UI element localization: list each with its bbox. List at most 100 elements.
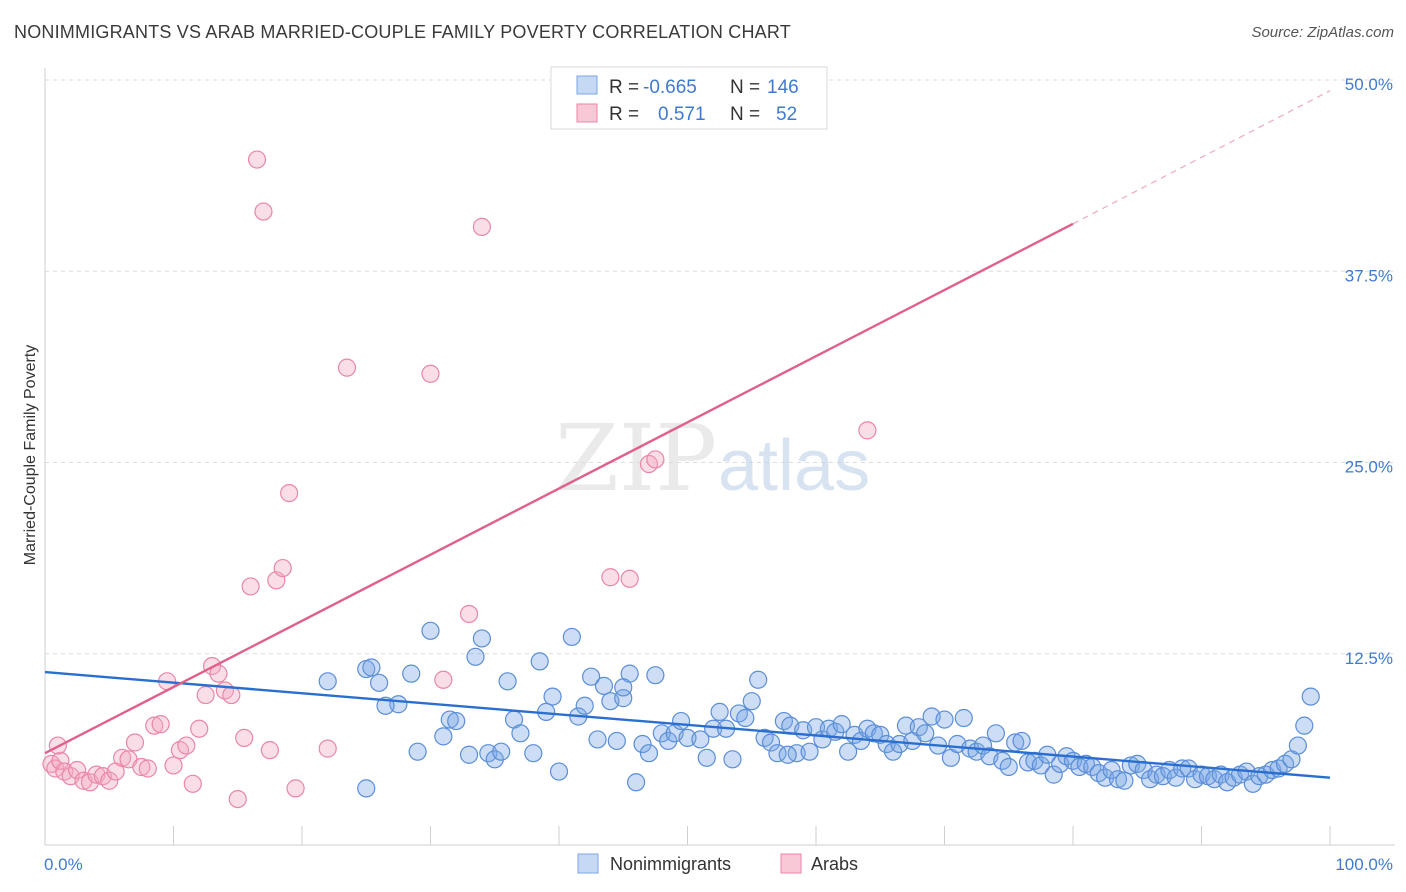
nonimmigrants-point-133 — [1275, 754, 1295, 774]
nonimmigrants-point-16 — [492, 742, 511, 761]
arabs-point-22 — [177, 736, 196, 755]
nonimmigrants-point-135 — [1288, 736, 1307, 755]
nonimmigrants-point-64 — [832, 715, 851, 734]
nonimmigrants-point-50 — [742, 692, 761, 711]
arabs-point-39 — [286, 779, 305, 798]
arabs-point-10 — [100, 771, 119, 790]
nonimmigrants-point-28 — [582, 667, 601, 686]
arabs-point-47 — [620, 569, 639, 588]
legend-swatch-arabs — [576, 103, 598, 123]
nonimmigrants-point-65 — [839, 742, 858, 761]
nonimmigrants-point-33 — [614, 689, 633, 708]
arabs-point-48 — [639, 454, 659, 474]
arabs-point-37 — [273, 558, 292, 578]
nonimmigrants-point-140 — [723, 750, 742, 769]
legend-n-value-2: 52 — [776, 104, 797, 125]
arabs-point-40 — [318, 739, 337, 758]
arabs-point-5 — [68, 760, 87, 780]
nonimmigrants-point-13 — [472, 629, 491, 648]
arabs-point-24 — [190, 719, 209, 738]
y-tick-label-3: 50.0% — [1345, 75, 1393, 94]
arabs-point-12 — [112, 748, 132, 767]
arabs-point-33 — [247, 150, 267, 169]
bottom-legend-swatch-arabs — [780, 853, 802, 874]
bottom-legend-swatch-nonimmigrants — [577, 853, 599, 874]
arabs-trend-line — [44, 222, 1074, 755]
legend-r-value-1: -0.665 — [643, 77, 697, 98]
nonimmigrants-point-44 — [697, 748, 716, 767]
source-credit: Source: ZipAtlas.com — [1251, 24, 1394, 41]
nonimmigrants-point-116 — [1166, 768, 1185, 787]
nonimmigrants-point-55 — [774, 711, 793, 731]
arabs-trend-extension — [1072, 90, 1331, 225]
nonimmigrants-point-139 — [614, 678, 633, 697]
arabs-point-17 — [145, 716, 164, 735]
top-legend: R = -0.665 N = 146 R = 0.571 N = 52 — [550, 66, 828, 130]
arabs-point-23 — [183, 774, 202, 793]
arabs-point-18 — [151, 715, 170, 734]
nonimmigrants-point-48 — [729, 704, 749, 723]
x-tick-labels: 0.0% 100.0% — [44, 855, 1393, 874]
nonimmigrants-point-83 — [954, 708, 973, 728]
nonimmigrants-point-80 — [935, 710, 954, 729]
nonimmigrants-point-59 — [800, 742, 819, 761]
arabs-point-35 — [260, 741, 279, 760]
arabs-point-41 — [337, 358, 357, 377]
arabs-point-20 — [164, 756, 183, 775]
arabs-point-44 — [459, 604, 479, 624]
nonimmigrants-point-69 — [864, 724, 883, 743]
nonimmigrants-point-49 — [736, 708, 755, 728]
nonimmigrants-point-136 — [1295, 716, 1314, 735]
axes — [44, 68, 1395, 846]
nonimmigrants-point-37 — [646, 666, 665, 685]
nonimmigrants-point-141 — [778, 745, 797, 764]
nonimmigrants-point-11 — [447, 711, 466, 731]
nonimmigrants-point-6 — [408, 742, 427, 761]
arabs-point-2 — [51, 751, 70, 770]
nonimmigrants-point-0 — [318, 672, 337, 691]
nonimmigrants-point-30 — [594, 676, 614, 695]
bottom-legend: Nonimmigrants Arabs — [577, 853, 858, 874]
nonimmigrants-point-21 — [530, 652, 549, 671]
nonimmigrants-point-36 — [633, 734, 652, 754]
legend-n-label-1: N = — [730, 77, 760, 98]
nonimmigrants-point-138 — [357, 779, 376, 798]
bottom-legend-label-arabs: Arabs — [811, 854, 858, 874]
arabs-point-46 — [601, 568, 620, 587]
legend-r-label-1: R = — [609, 77, 639, 98]
nonimmigrants-point-3 — [362, 658, 381, 677]
nonimmigrants-point-51 — [749, 670, 768, 689]
nonimmigrants-point-25 — [562, 627, 581, 647]
y-tick-label-2: 37.5% — [1345, 266, 1393, 285]
chart-title: NONIMMIGRANTS VS ARAB MARRIED-COUPLE FAM… — [14, 22, 791, 42]
y-tick-label-1: 25.0% — [1345, 458, 1393, 477]
nonimmigrants-point-24 — [549, 762, 569, 781]
trend-lines — [44, 90, 1331, 779]
legend-n-value-1: 146 — [767, 77, 799, 98]
nonimmigrants-point-53 — [761, 733, 781, 752]
arabs-point-50 — [858, 421, 877, 440]
arabs-point-30 — [228, 789, 247, 809]
nonimmigrants-trend-line — [44, 670, 1331, 779]
nonimmigrants-point-35 — [626, 773, 646, 792]
y-tick-labels: 12.5% 25.0% 37.5% 50.0% — [1345, 75, 1393, 668]
bottom-legend-label-nonimmigrants: Nonimmigrants — [610, 854, 731, 874]
nonimmigrants-point-107 — [1108, 770, 1128, 789]
legend-r-value-2: 0.571 — [658, 104, 706, 125]
scatter-points — [42, 150, 1320, 809]
arabs-point-45 — [472, 217, 491, 236]
nonimmigrants-point-88 — [986, 724, 1006, 743]
nonimmigrants-point-108 — [1115, 771, 1134, 790]
nonimmigrants-point-90 — [999, 757, 1018, 777]
arabs-point-14 — [125, 733, 145, 752]
nonimmigrants-point-29 — [588, 730, 607, 749]
nonimmigrants-point-43 — [691, 730, 710, 749]
nonimmigrants-point-8 — [421, 621, 440, 640]
arabs-point-38 — [280, 484, 299, 503]
nonimmigrants-point-143 — [639, 744, 659, 763]
arabs-point-16 — [138, 759, 157, 778]
nonimmigrants-point-23 — [543, 687, 562, 706]
nonimmigrants-point-52 — [755, 728, 774, 748]
nonimmigrants-point-77 — [916, 724, 935, 743]
